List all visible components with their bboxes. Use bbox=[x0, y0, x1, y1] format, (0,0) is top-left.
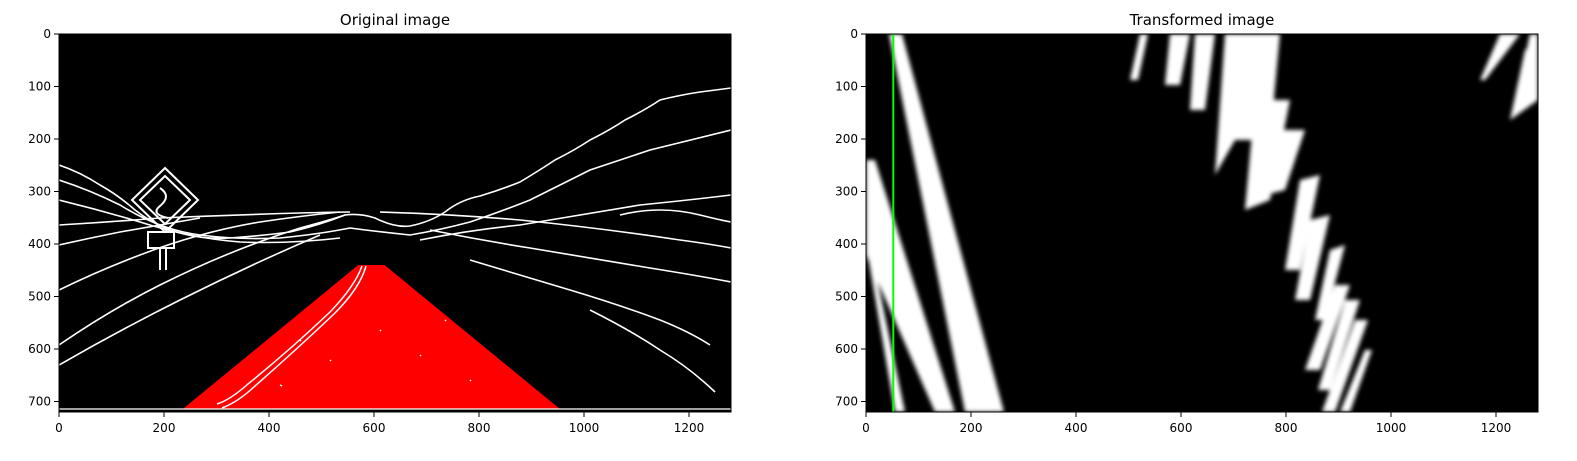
original-image-axes: 0 200 400 600 800 1000 1200 0 100 200 300 400 500 600… bbox=[28, 27, 704, 435]
transformed-image-title: Transformed image bbox=[1129, 11, 1275, 29]
transformed-x-tick-label: 600 bbox=[1170, 421, 1193, 435]
transformed-image-panel: Transformed image bbox=[835, 11, 1539, 435]
transformed-x-tick-label: 0 bbox=[862, 421, 870, 435]
original-y-tick-label: 200 bbox=[28, 132, 51, 146]
original-image-frame bbox=[58, 33, 732, 413]
original-y-tick-label: 300 bbox=[28, 185, 51, 199]
original-x-tick-label: 1000 bbox=[569, 421, 600, 435]
transformed-y-tick-label: 200 bbox=[835, 132, 858, 146]
transformed-y-tick-label: 300 bbox=[835, 185, 858, 199]
lane-line-edges bbox=[216, 265, 472, 409]
transformed-x-tick-label: 400 bbox=[1065, 421, 1088, 435]
original-y-tick-label: 100 bbox=[28, 80, 51, 94]
transformed-x-tick-label: 800 bbox=[1275, 421, 1298, 435]
original-x-tick-label: 400 bbox=[258, 421, 281, 435]
transformed-image-axes: 0 200 400 600 800 1000 1200 0 100 200 300 400 500 600… bbox=[835, 27, 1511, 435]
original-x-tick-label: 1200 bbox=[674, 421, 705, 435]
original-y-tick-label: 400 bbox=[28, 237, 51, 251]
transformed-x-tick-label: 1000 bbox=[1376, 421, 1407, 435]
lane-region-overlay bbox=[182, 265, 561, 410]
transformed-y-tick-label: 400 bbox=[835, 237, 858, 251]
edge-texture bbox=[59, 87, 731, 393]
transformed-x-tick-label: 200 bbox=[960, 421, 983, 435]
road-sign bbox=[130, 166, 200, 270]
original-x-tick-label: 800 bbox=[468, 421, 491, 435]
original-y-tick-label: 700 bbox=[28, 395, 51, 409]
transformed-y-tick-label: 100 bbox=[835, 80, 858, 94]
original-x-tick-label: 200 bbox=[153, 421, 176, 435]
original-x-tick-label: 0 bbox=[55, 421, 63, 435]
original-x-tick-label: 600 bbox=[363, 421, 386, 435]
transformed-y-tick-label: 700 bbox=[835, 395, 858, 409]
transformed-y-tick-label: 0 bbox=[850, 27, 858, 41]
warped-lane-streaks bbox=[866, 34, 1538, 412]
transformed-image-frame bbox=[865, 33, 1539, 413]
original-y-tick-label: 500 bbox=[28, 290, 51, 304]
original-image-panel: Original image bbox=[28, 11, 732, 435]
original-y-tick-label: 600 bbox=[28, 342, 51, 356]
transformed-y-tick-label: 600 bbox=[835, 342, 858, 356]
transformed-y-tick-label: 500 bbox=[835, 290, 858, 304]
original-image-title: Original image bbox=[340, 11, 450, 29]
original-y-tick-label: 0 bbox=[43, 27, 51, 41]
transformed-x-tick-label: 1200 bbox=[1481, 421, 1512, 435]
